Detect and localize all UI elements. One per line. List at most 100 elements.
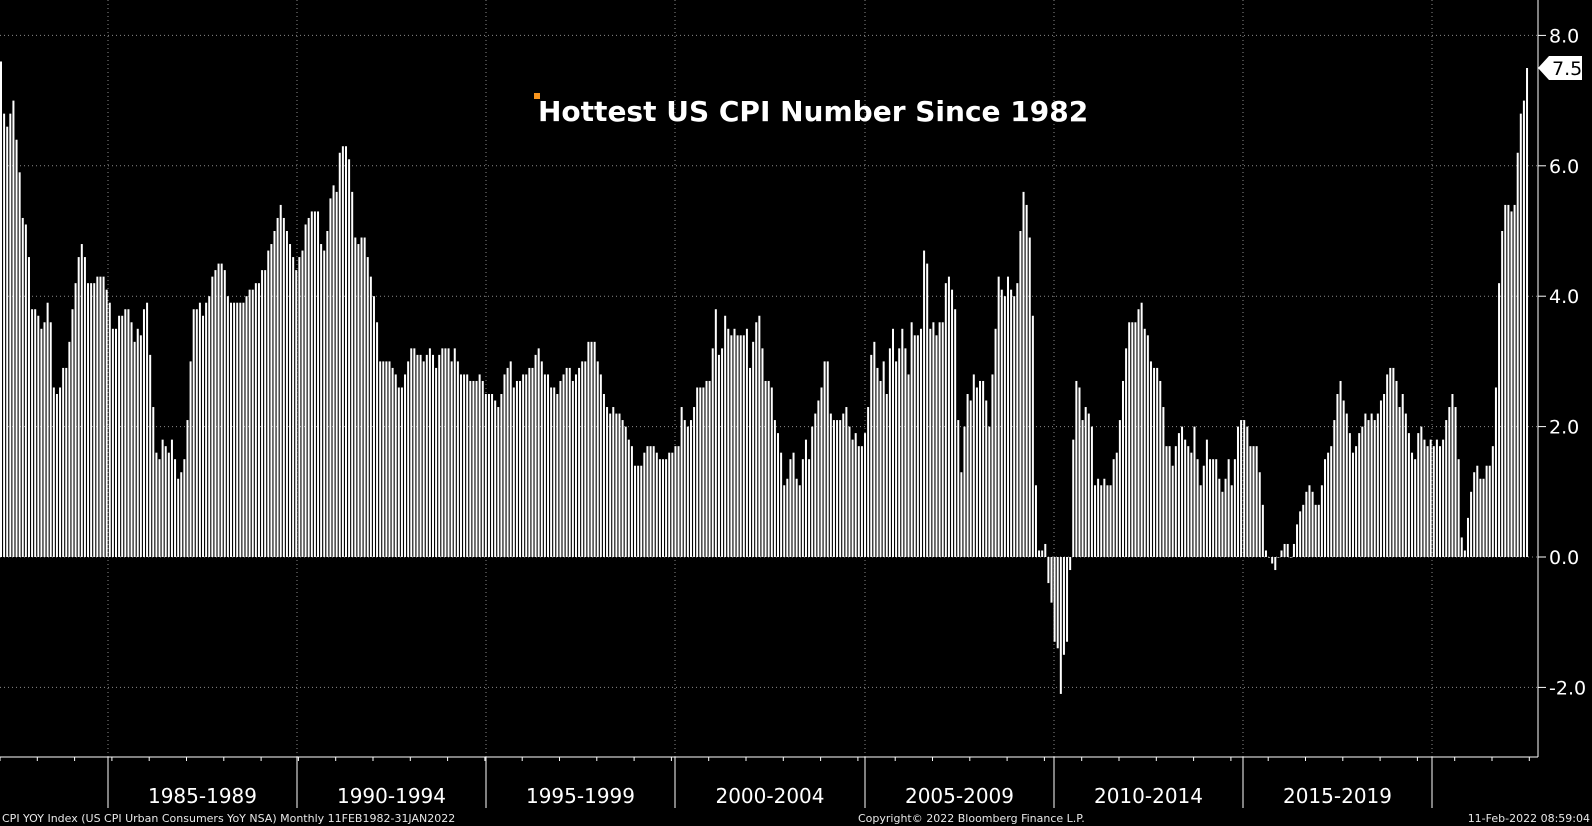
cpi-bar — [1473, 472, 1476, 557]
cpi-bar — [565, 367, 568, 557]
cpi-bar — [220, 263, 223, 557]
cpi-bar — [1311, 491, 1314, 557]
cpi-bar — [711, 348, 714, 557]
cpi-bar — [848, 426, 851, 557]
cpi-bar — [665, 459, 668, 557]
cpi-bar — [1361, 426, 1364, 557]
cpi-bar — [139, 335, 142, 557]
cpi-bar — [1246, 426, 1249, 557]
cpi-bar — [1171, 465, 1174, 557]
cpi-bar — [826, 361, 829, 557]
cpi-bar — [372, 296, 375, 557]
cpi-bar — [1370, 413, 1373, 557]
cpi-bar — [121, 315, 124, 557]
cpi-bar — [146, 302, 149, 557]
cpi-bar — [1131, 322, 1134, 557]
cpi-bar — [1016, 283, 1019, 557]
cpi-bar — [1510, 211, 1513, 557]
cpi-bar — [745, 328, 748, 557]
cpi-bar — [1501, 231, 1504, 557]
cpi-bar — [1516, 152, 1519, 557]
cpi-bar — [870, 354, 873, 557]
cpi-bar — [1236, 426, 1239, 557]
cpi-bar — [164, 446, 167, 557]
cpi-bar — [1507, 204, 1510, 558]
cpi-bar — [37, 315, 40, 557]
cpi-bar — [1010, 289, 1013, 557]
cpi-bar — [155, 452, 158, 557]
y-tick-label: -2.0 — [1549, 677, 1586, 699]
cpi-bar — [400, 387, 403, 557]
cpi-bar — [1317, 504, 1320, 557]
footer-copyright: Copyright© 2022 Bloomberg Finance L.P. — [858, 812, 1085, 825]
cpi-bar — [1143, 328, 1146, 557]
cpi-bar — [205, 302, 208, 557]
cpi-bar — [773, 420, 776, 557]
cpi-bar — [344, 146, 347, 558]
cpi-bar — [1271, 557, 1274, 564]
cpi-bar — [947, 276, 950, 557]
cpi-bar — [1324, 459, 1327, 557]
cpi-bar — [991, 374, 994, 557]
cpi-bar — [1084, 407, 1087, 557]
cpi-bar — [1025, 204, 1028, 558]
cpi-bar — [652, 446, 655, 557]
cpi-bar — [419, 354, 422, 557]
cpi-bar — [130, 322, 133, 557]
cpi-bar — [226, 296, 229, 557]
cpi-bar — [115, 328, 117, 557]
cpi-bar — [1494, 387, 1497, 557]
cpi-bar — [736, 335, 739, 557]
cpi-bar — [1221, 491, 1224, 557]
cpi-bar — [820, 387, 823, 557]
cpi-bar — [525, 374, 528, 557]
y-tick-label: 6.0 — [1549, 156, 1579, 178]
cpi-bar — [1292, 543, 1295, 557]
cpi-bar — [438, 354, 441, 557]
cpi-bar — [851, 439, 854, 557]
cpi-bar — [982, 380, 985, 557]
cpi-bar — [888, 348, 891, 557]
axes: 8.0 6.0 4.0 2.0 0.0 -2.0 1985-1989 1990-1994 199… — [0, 0, 1586, 808]
cpi-bar — [323, 250, 326, 557]
cpi-bar — [752, 341, 755, 557]
cpi-bar — [1050, 557, 1053, 603]
cpi-bar — [615, 413, 618, 557]
cpi-bar — [997, 276, 1000, 557]
cpi-bar — [1463, 550, 1466, 557]
cpi-bar — [954, 309, 957, 557]
cpi-bar — [326, 231, 329, 557]
cpi-bar — [705, 380, 708, 557]
cpi-bar — [1488, 465, 1491, 557]
cpi-bar — [1351, 452, 1354, 557]
cpi-bar — [559, 380, 562, 557]
cpi-bar — [1283, 543, 1286, 557]
cpi-bar — [730, 335, 733, 557]
cpi-bar — [683, 420, 686, 557]
cpi-bar — [1059, 557, 1062, 694]
cpi-bar — [1053, 557, 1056, 642]
cpi-bar — [814, 413, 817, 557]
cpi-bar — [1252, 446, 1255, 557]
cpi-bar — [317, 211, 320, 557]
cpi-bar — [388, 361, 391, 557]
cpi-bar — [320, 244, 323, 558]
cpi-bar — [895, 361, 898, 557]
cpi-bar — [590, 341, 593, 557]
cpi-bar — [96, 276, 99, 557]
cpi-bar — [472, 380, 475, 557]
cpi-bar — [211, 276, 214, 557]
cpi-bar — [988, 426, 991, 557]
cpi-bar — [177, 478, 180, 557]
cpi-bar — [270, 244, 273, 558]
cpi-bar — [1395, 380, 1398, 557]
cpi-bar — [975, 387, 978, 557]
cpi-bar — [453, 348, 456, 557]
cpi-bar — [6, 126, 9, 558]
cpi-bar — [550, 387, 553, 557]
cpi-bar — [183, 459, 186, 557]
cpi-bar — [257, 283, 260, 557]
cpi-bar — [102, 276, 105, 557]
cpi-bar — [1243, 420, 1246, 557]
cpi-bar — [105, 289, 108, 557]
